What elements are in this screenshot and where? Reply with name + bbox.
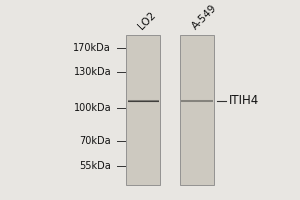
Bar (128, 97, 159, 98)
Bar (126, 35, 160, 185)
Bar (182, 103, 213, 104)
Bar (128, 100, 159, 101)
Text: LO2: LO2 (136, 10, 158, 32)
Text: 55kDa: 55kDa (80, 161, 111, 171)
Bar (182, 97, 213, 98)
Text: 100kDa: 100kDa (74, 103, 111, 113)
Text: ITIH4: ITIH4 (229, 94, 260, 107)
Bar (128, 99, 159, 100)
Text: 170kDa: 170kDa (74, 43, 111, 53)
Bar (182, 102, 213, 103)
Text: 130kDa: 130kDa (74, 67, 111, 77)
Bar (128, 102, 159, 103)
Bar (182, 100, 213, 101)
Bar (128, 98, 159, 99)
Bar (182, 104, 213, 105)
Bar (128, 101, 159, 102)
Bar (128, 96, 159, 97)
Bar (182, 99, 213, 100)
Bar (182, 98, 213, 99)
Bar (180, 35, 214, 185)
Bar (128, 103, 159, 104)
Bar (182, 101, 213, 102)
Bar (128, 104, 159, 105)
Text: 70kDa: 70kDa (80, 136, 111, 146)
Text: A-549: A-549 (190, 3, 219, 32)
Bar (128, 105, 159, 106)
